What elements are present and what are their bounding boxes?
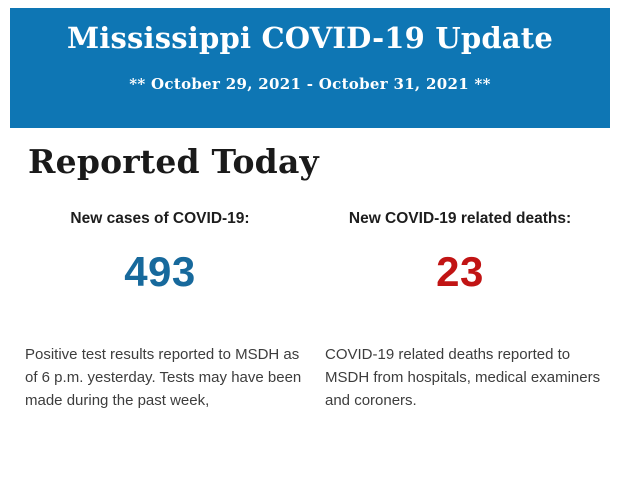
new-cases-value: 493	[124, 248, 196, 295]
new-cases-label: New cases of COVID-19:	[70, 210, 250, 227]
stats-columns: New cases of COVID-19: 493 Positive test…	[10, 210, 610, 412]
stat-card-new-deaths: New COVID-19 related deaths: 23 COVID-19…	[310, 210, 610, 412]
section-heading: Reported Today	[28, 142, 319, 181]
new-cases-description: Positive test results reported to MSDH a…	[25, 346, 302, 410]
stat-card-new-cases: New cases of COVID-19: 493 Positive test…	[10, 210, 310, 412]
new-deaths-description: COVID-19 related deaths reported to MSDH…	[325, 346, 601, 410]
new-deaths-label: New COVID-19 related deaths:	[348, 210, 572, 227]
header-banner: Mississippi COVID-19 Update ** October 2…	[10, 8, 610, 128]
date-range: ** October 29, 2021 - October 31, 2021 *…	[129, 75, 491, 93]
newsletter-title: Mississippi COVID-19 Update	[66, 21, 554, 55]
new-deaths-value: 23	[436, 248, 484, 295]
